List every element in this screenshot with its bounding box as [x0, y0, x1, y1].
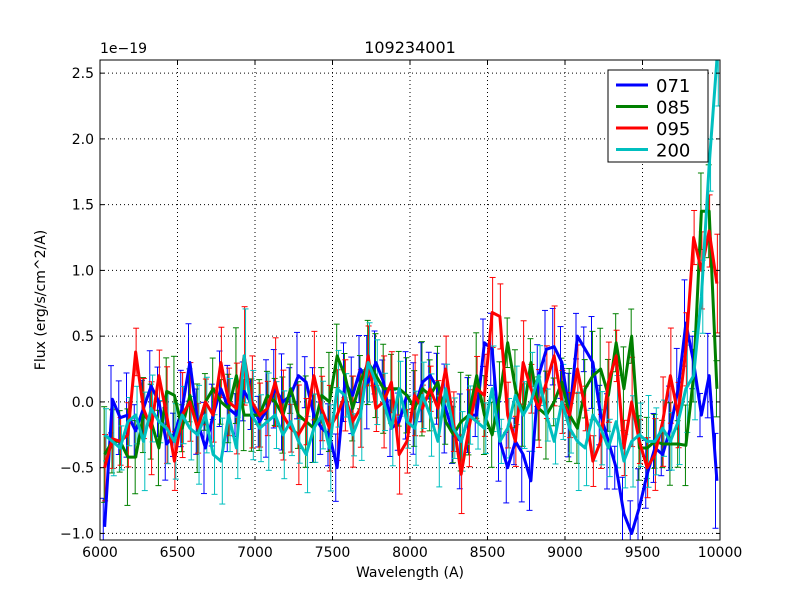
x-tick-label: 10000 — [698, 545, 743, 561]
y-tick-label: 1.5 — [72, 198, 94, 214]
y-tick-label: 0.0 — [72, 395, 94, 411]
legend-label: 085 — [656, 98, 690, 119]
chart-title: 109234001 — [364, 38, 456, 57]
series-line-200 — [103, 60, 719, 463]
series-lines — [103, 60, 719, 535]
y-tick-label: 2.0 — [72, 132, 94, 148]
y-offset-label: 1e−19 — [100, 41, 147, 57]
y-tick-label: 2.5 — [72, 66, 94, 82]
x-tick-label: 9000 — [547, 545, 583, 561]
x-tick-label: 9500 — [625, 545, 661, 561]
y-tick-label: −0.5 — [60, 461, 94, 477]
legend-label: 095 — [656, 119, 690, 140]
x-tick-label: 7500 — [315, 545, 351, 561]
y-axis-ticks: −1.0 −0.5 0.0 0.5 1.0 1.5 2.0 2.5 — [60, 66, 720, 542]
legend-label: 071 — [656, 76, 690, 97]
x-axis-ticks: 6000 6500 7000 7500 8000 8500 9000 9500 10000 — [82, 60, 742, 561]
x-tick-label: 6500 — [160, 545, 196, 561]
x-tick-label: 7000 — [237, 545, 273, 561]
y-axis-label: Flux (erg/s/cm^2/A) — [33, 230, 49, 370]
x-tick-label: 8000 — [392, 545, 428, 561]
y-tick-label: 1.0 — [72, 263, 94, 279]
y-tick-label: −1.0 — [60, 526, 94, 542]
x-tick-label: 8500 — [470, 545, 506, 561]
series-line-095 — [103, 229, 719, 476]
series-line-085 — [103, 209, 719, 459]
x-axis-label: Wavelength (A) — [356, 565, 464, 581]
x-tick-label: 6000 — [82, 545, 118, 561]
y-tick-label: 0.5 — [72, 329, 94, 345]
legend-label: 200 — [656, 141, 690, 162]
